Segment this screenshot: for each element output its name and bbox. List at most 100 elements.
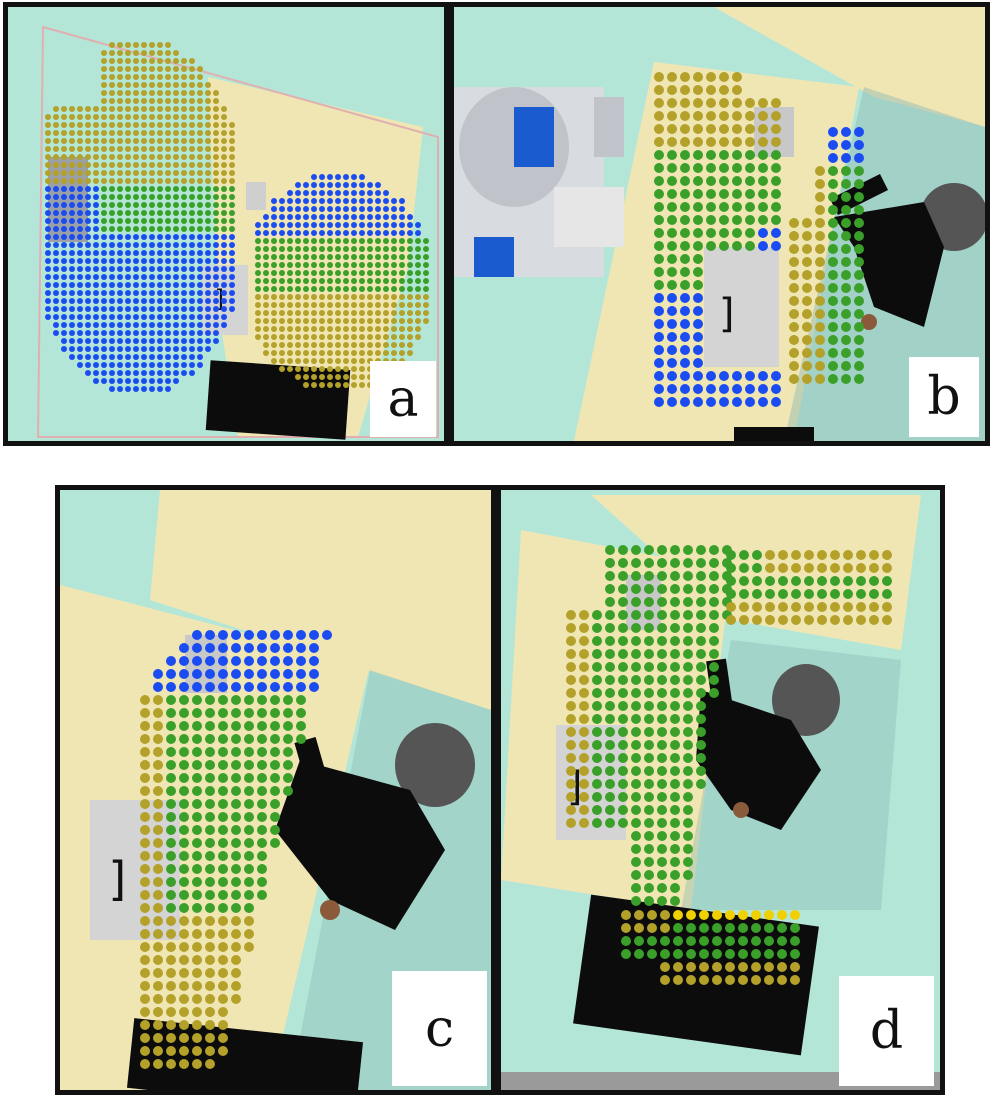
reach-dot: [263, 350, 269, 356]
reach-dot: [181, 338, 187, 344]
reach-dot: [683, 714, 693, 724]
reach-dot: [351, 174, 357, 180]
reach-dot: [670, 597, 680, 607]
reach-dot: [279, 286, 285, 292]
reach-dot: [719, 137, 729, 147]
reach-dot: [351, 270, 357, 276]
reach-dot: [683, 740, 693, 750]
reach-dot: [45, 210, 51, 216]
reach-dot: [173, 106, 179, 112]
reach-dot: [192, 929, 202, 939]
reach-dot: [327, 222, 333, 228]
reach-dot: [343, 222, 349, 228]
reach-dot: [85, 274, 91, 280]
reach-dot: [869, 602, 879, 612]
reach-dot: [295, 310, 301, 316]
reach-dot: [157, 290, 163, 296]
reach-dot: [157, 50, 163, 56]
reach-dot: [644, 584, 654, 594]
reach-dot: [343, 198, 349, 204]
reach-dot: [157, 314, 163, 320]
reach-dot: [335, 318, 341, 324]
reach-dot: [605, 766, 615, 776]
reach-dot: [657, 636, 667, 646]
reach-dot: [179, 773, 189, 783]
reach-dot: [69, 266, 75, 272]
reach-dot: [229, 250, 235, 256]
reach-dot: [231, 773, 241, 783]
reach-dot: [125, 50, 131, 56]
reach-dot: [125, 42, 131, 48]
reach-dot: [618, 610, 628, 620]
reach-dot: [157, 194, 163, 200]
reach-dot: [179, 669, 189, 679]
reach-dot: [657, 662, 667, 672]
reach-dot: [205, 695, 215, 705]
reach-dot: [696, 688, 706, 698]
reach-dot: [303, 230, 309, 236]
reach-dot: [758, 241, 768, 251]
reach-dot: [166, 656, 176, 666]
reach-dot: [153, 1046, 163, 1056]
reach-dot: [391, 286, 397, 292]
reach-dot: [790, 910, 800, 920]
reach-dot: [605, 636, 615, 646]
reach-dot: [189, 106, 195, 112]
reach-dot: [77, 138, 83, 144]
reach-dot: [311, 374, 317, 380]
reach-dot: [192, 799, 202, 809]
reach-dot: [644, 805, 654, 815]
reach-dot: [804, 602, 814, 612]
reach-dot: [777, 936, 787, 946]
reach-dot: [654, 254, 664, 264]
reach-dot: [197, 314, 203, 320]
reach-dot: [133, 42, 139, 48]
reach-dot: [263, 262, 269, 268]
reach-dot: [765, 563, 775, 573]
reach-dot: [149, 202, 155, 208]
reach-dot: [815, 374, 825, 384]
reach-dot: [101, 338, 107, 344]
reach-dot: [157, 42, 163, 48]
reach-dot: [579, 675, 589, 685]
reach-dot: [709, 662, 719, 672]
reach-dot: [149, 50, 155, 56]
reach-dot: [309, 643, 319, 653]
reach-dot: [157, 354, 163, 360]
reach-dot: [631, 636, 641, 646]
reach-dot: [221, 282, 227, 288]
reach-dot: [644, 662, 654, 672]
reach-dot: [335, 214, 341, 220]
reach-dot: [244, 760, 254, 770]
reach-dot: [93, 226, 99, 232]
reach-dot: [726, 615, 736, 625]
reach-dot: [205, 162, 211, 168]
reach-dot: [579, 610, 589, 620]
reach-dot: [270, 747, 280, 757]
reach-dot: [789, 244, 799, 254]
reach-dot: [189, 58, 195, 64]
reach-dot: [693, 293, 703, 303]
reach-dot: [335, 190, 341, 196]
reach-dot: [335, 334, 341, 340]
reach-dot: [726, 589, 736, 599]
reach-dot: [327, 326, 333, 332]
reach-dot: [696, 545, 706, 555]
reach-dot: [667, 111, 677, 121]
reach-dot: [683, 870, 693, 880]
reach-dot: [287, 278, 293, 284]
reach-dot: [631, 675, 641, 685]
reach-dot: [296, 708, 306, 718]
reach-dot: [77, 154, 83, 160]
reach-dot: [125, 242, 131, 248]
reach-dot: [93, 154, 99, 160]
reach-dot: [631, 805, 641, 815]
reach-dot: [271, 262, 277, 268]
reach-dot: [197, 186, 203, 192]
reach-dot: [319, 214, 325, 220]
reach-dot: [670, 688, 680, 698]
reach-dot: [61, 194, 67, 200]
reach-dot: [149, 154, 155, 160]
reach-dot: [359, 326, 365, 332]
reach-dot: [657, 883, 667, 893]
